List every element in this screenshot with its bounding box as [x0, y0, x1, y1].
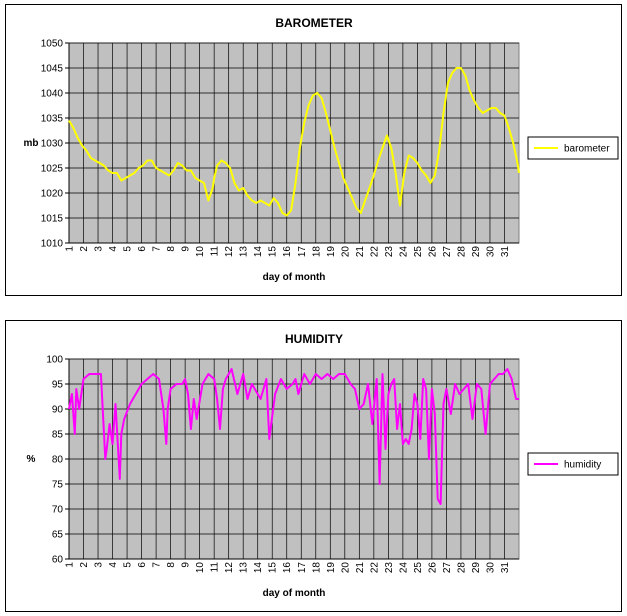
- barometer-x-tick-label-11: 11: [210, 246, 221, 257]
- humidity-x-tick-label-25: 25: [413, 562, 424, 574]
- humidity-x-tick-label-16: 16: [282, 562, 293, 574]
- barometer-y-tick-label-1035: 1035: [41, 114, 64, 125]
- humidity-x-tick-label-7: 7: [152, 562, 163, 568]
- barometer-x-tick-label-26: 26: [427, 246, 438, 258]
- barometer-x-tick-label-5: 5: [123, 246, 134, 252]
- barometer-x-tick-label-17: 17: [297, 246, 308, 258]
- barometer-x-tick-label-31: 31: [500, 246, 511, 258]
- humidity-x-tick-label-26: 26: [427, 562, 438, 574]
- humidity-x-tick-label-12: 12: [224, 562, 235, 574]
- barometer-x-tick-label-23: 23: [384, 246, 395, 258]
- humidity-x-axis-label: day of month: [263, 588, 326, 599]
- barometer-y-tick-label-1050: 1050: [41, 39, 64, 50]
- barometer-series-line: [68, 67, 520, 217]
- humidity-x-tick-label-5: 5: [123, 562, 134, 568]
- humidity-x-tick-label-6: 6: [137, 562, 148, 568]
- barometer-y-tick-label-1045: 1045: [41, 64, 64, 75]
- humidity-y-tick-label-70: 70: [52, 505, 64, 516]
- humidity-x-tick-label-11: 11: [210, 562, 221, 573]
- humidity-x-tick-label-10: 10: [195, 562, 206, 574]
- barometer-x-tick-label-3: 3: [94, 246, 105, 252]
- humidity-y-tick-label-95: 95: [52, 380, 64, 391]
- barometer-legend: barometer: [527, 136, 619, 160]
- humidity-x-tick-label-30: 30: [485, 562, 496, 574]
- barometer-y-tick-label-1030: 1030: [41, 139, 64, 150]
- humidity-y-axis-label: %: [27, 454, 36, 465]
- barometer-x-tick-label-24: 24: [398, 246, 409, 258]
- humidity-x-tick-label-2: 2: [79, 562, 90, 568]
- humidity-x-tick-label-21: 21: [355, 562, 366, 574]
- humidity-x-tick-label-17: 17: [297, 562, 308, 574]
- humidity-x-tick-label-28: 28: [456, 562, 467, 574]
- barometer-x-tick-label-7: 7: [152, 246, 163, 252]
- humidity-x-tick-label-13: 13: [239, 562, 250, 574]
- humidity-x-tick-label-4: 4: [108, 562, 119, 568]
- barometer-x-tick-label-8: 8: [166, 246, 177, 252]
- humidity-series-line: [68, 368, 519, 505]
- barometer-chart: BAROMETER1010101510201025103010351040104…: [24, 16, 619, 283]
- barometer-y-tick-label-1015: 1015: [41, 214, 64, 225]
- barometer-x-tick-label-9: 9: [181, 246, 192, 252]
- barometer-x-tick-label-1: 1: [65, 246, 76, 252]
- barometer-x-tick-label-21: 21: [355, 246, 366, 258]
- barometer-x-tick-label-10: 10: [195, 246, 206, 258]
- barometer-y-tick-label-1010: 1010: [41, 239, 64, 250]
- humidity-y-tick-label-65: 65: [52, 530, 64, 541]
- humidity-x-tick-label-9: 9: [181, 562, 192, 568]
- barometer-x-tick-label-28: 28: [456, 246, 467, 258]
- humidity-x-tick-label-29: 29: [471, 562, 482, 574]
- barometer-legend-label: barometer: [564, 144, 610, 155]
- barometer-x-tick-label-25: 25: [413, 246, 424, 258]
- barometer-y-tick-label-1020: 1020: [41, 189, 64, 200]
- humidity-x-tick-label-3: 3: [94, 562, 105, 568]
- humidity-x-tick-label-18: 18: [311, 562, 322, 574]
- humidity-y-tick-label-90: 90: [52, 405, 64, 416]
- humidity-y-tick-label-75: 75: [52, 480, 64, 491]
- humidity-title: HUMIDITY: [285, 332, 343, 346]
- barometer-x-tick-label-18: 18: [311, 246, 322, 258]
- humidity-x-tick-label-14: 14: [253, 562, 264, 574]
- humidity-legend-box: [527, 452, 619, 476]
- barometer-y-axis-label: mb: [24, 138, 39, 149]
- humidity-x-tick-label-19: 19: [326, 562, 337, 574]
- humidity-legend: humidity: [527, 452, 619, 476]
- humidity-chart-panel: HUMIDITY 60 65 70 75 80 85 90 95 100 1 2 3 4 5 6 7 8 9 10 11…: [5, 320, 622, 612]
- barometer-y-tick-label-1040: 1040: [41, 89, 64, 100]
- barometer-x-tick-label-14: 14: [253, 246, 264, 258]
- barometer-x-tick-label-12: 12: [224, 246, 235, 258]
- barometer-x-tick-label-2: 2: [79, 246, 90, 252]
- barometer-x-tick-label-16: 16: [282, 246, 293, 258]
- barometer-x-tick-label-15: 15: [268, 246, 279, 258]
- humidity-x-tick-label-1: 1: [65, 562, 76, 568]
- humidity-x-tick-label-31: 31: [500, 562, 511, 574]
- humidity-x-tick-label-15: 15: [268, 562, 279, 574]
- barometer-x-tick-label-27: 27: [442, 246, 453, 258]
- humidity-x-tick-label-20: 20: [340, 562, 351, 574]
- humidity-x-tick-label-24: 24: [398, 562, 409, 574]
- humidity-legend-label: humidity: [564, 460, 601, 471]
- humidity-y-tick-label-85: 85: [52, 430, 64, 441]
- barometer-x-tick-label-20: 20: [340, 246, 351, 258]
- barometer-x-axis-label: day of month: [263, 272, 326, 283]
- barometer-y-tick-label-1025: 1025: [41, 164, 64, 175]
- barometer-x-tick-label-4: 4: [108, 246, 119, 252]
- barometer-x-tick-label-30: 30: [485, 246, 496, 258]
- humidity-y-tick-label-100: 100: [46, 355, 63, 366]
- humidity-x-tick-label-23: 23: [384, 562, 395, 574]
- barometer-x-tick-label-22: 22: [369, 246, 380, 258]
- barometer-x-tick-label-13: 13: [239, 246, 250, 258]
- humidity-y-tick-label-80: 80: [52, 455, 64, 466]
- humidity-y-tick-label-60: 60: [52, 555, 64, 566]
- barometer-legend-box: [527, 136, 619, 160]
- humidity-x-tick-label-8: 8: [166, 562, 177, 568]
- barometer-chart-panel: BAROMETER 1010 1015 1020 1025 1030 1035 1040 104…: [5, 4, 622, 296]
- humidity-x-tick-label-27: 27: [442, 562, 453, 574]
- barometer-x-tick-label-19: 19: [326, 246, 337, 258]
- humidity-x-tick-label-22: 22: [369, 562, 380, 574]
- barometer-x-tick-label-6: 6: [137, 246, 148, 252]
- barometer-title: BAROMETER: [275, 16, 353, 30]
- barometer-x-tick-label-29: 29: [471, 246, 482, 258]
